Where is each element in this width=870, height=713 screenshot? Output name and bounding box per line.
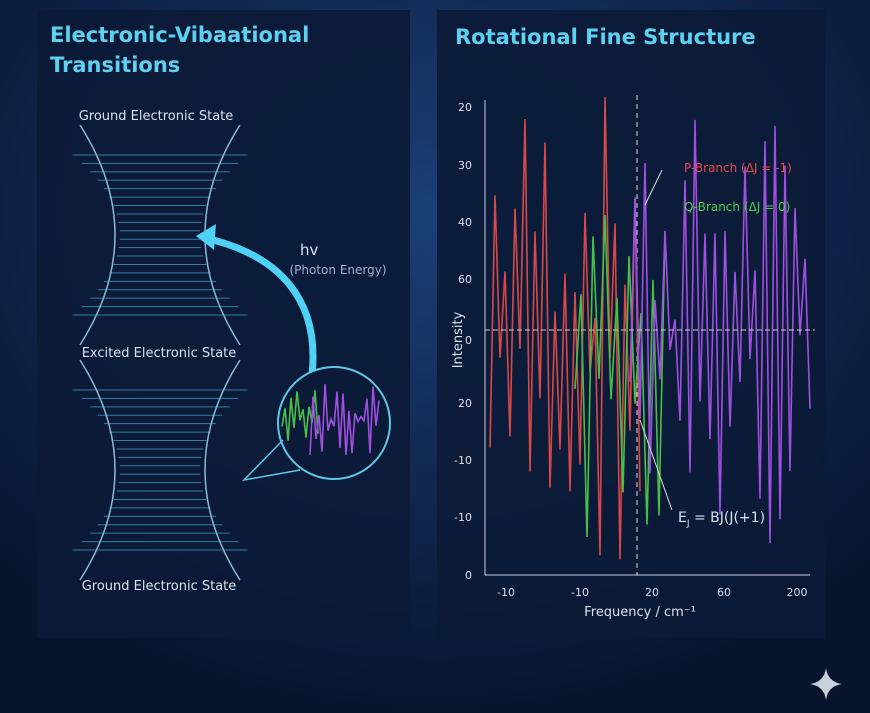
well (79, 359, 241, 581)
spectrum (489, 97, 811, 560)
potential-wells (72, 124, 248, 581)
x-tick-label: -10 (497, 586, 515, 599)
y-tick-label: 30 (458, 159, 472, 172)
x-tick-label: 200 (787, 586, 808, 599)
right-title: Rotational Fine Structure (455, 25, 756, 49)
y-tick-label: 60 (458, 273, 472, 286)
left-title: Transitions (50, 53, 180, 77)
y-tick-label: 0 (465, 569, 472, 582)
x-axis-label: Frequency / cm⁻¹ (584, 605, 696, 620)
x-tick-label: 20 (645, 586, 659, 599)
y-axis-label: Intensity (451, 311, 466, 368)
y-tick-label: -10 (454, 454, 472, 467)
left-title: Electronic-Vibaational (50, 23, 309, 47)
callout (241, 439, 301, 482)
arrowhead (196, 224, 216, 250)
spectrum-line (309, 384, 380, 455)
y-tick-label: 20 (458, 101, 472, 114)
x-tick-label: 60 (717, 586, 731, 599)
pointer (644, 169, 663, 206)
photon-symbol: hv (300, 241, 319, 259)
annotation: EJ = BJ(J(+1) (678, 510, 765, 529)
spectrum-line (489, 97, 641, 560)
x-tick-label: -10 (571, 586, 589, 599)
state-label: Excited Electronic State (82, 346, 237, 361)
state-label: Ground Electronic State (82, 579, 237, 594)
mini-spectrum (281, 384, 380, 455)
spectrum-line (629, 119, 811, 544)
state-label: Ground Electronic State (79, 109, 234, 124)
y-tick-label: 0 (465, 334, 472, 347)
legend-q: Q-Branch (ΔJ = 0) (684, 200, 790, 214)
photon-label: (Photon Energy) (289, 263, 386, 277)
sparkle (810, 668, 842, 700)
y-tick-label: 20 (458, 397, 472, 410)
photon-arrow (204, 234, 317, 376)
spectrum-line (574, 215, 666, 537)
y-tick-label: 40 (458, 216, 472, 229)
left-panel (37, 10, 410, 638)
pointer (639, 419, 673, 511)
legend-p: P-Branch (ΔJ = -1) (684, 161, 792, 175)
y-tick-label: -10 (454, 511, 472, 524)
